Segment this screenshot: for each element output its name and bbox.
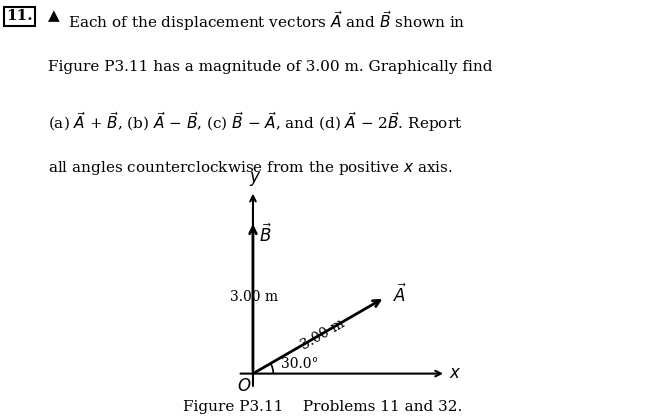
Text: $\vec{A}$: $\vec{A}$ [393, 284, 406, 306]
Text: 3.00 m: 3.00 m [299, 316, 348, 353]
Text: $\vec{B}$: $\vec{B}$ [259, 224, 272, 246]
Text: Figure P3.11    Problems 11 and 32.: Figure P3.11 Problems 11 and 32. [183, 400, 462, 414]
Text: all angles counterclockwise from the positive $x$ axis.: all angles counterclockwise from the pos… [48, 159, 453, 177]
Text: ▲: ▲ [48, 10, 60, 24]
Text: 11.: 11. [6, 10, 33, 24]
Text: 3.00 m: 3.00 m [230, 290, 278, 304]
Text: Each of the displacement vectors $\vec{A}$ and $\vec{B}$ shown in: Each of the displacement vectors $\vec{A… [68, 10, 465, 34]
Text: (a) $\vec{A}$ + $\vec{B}$, (b) $\vec{A}$ − $\vec{B}$, (c) $\vec{B}$ − $\vec{A}$,: (a) $\vec{A}$ + $\vec{B}$, (b) $\vec{A}$… [48, 110, 462, 134]
Text: Figure P3.11 has a magnitude of 3.00 m. Graphically find: Figure P3.11 has a magnitude of 3.00 m. … [48, 60, 493, 74]
Text: $y$: $y$ [249, 170, 262, 188]
Text: $O$: $O$ [237, 378, 251, 395]
Text: $x$: $x$ [448, 365, 461, 382]
Text: 30.0°: 30.0° [281, 357, 319, 371]
